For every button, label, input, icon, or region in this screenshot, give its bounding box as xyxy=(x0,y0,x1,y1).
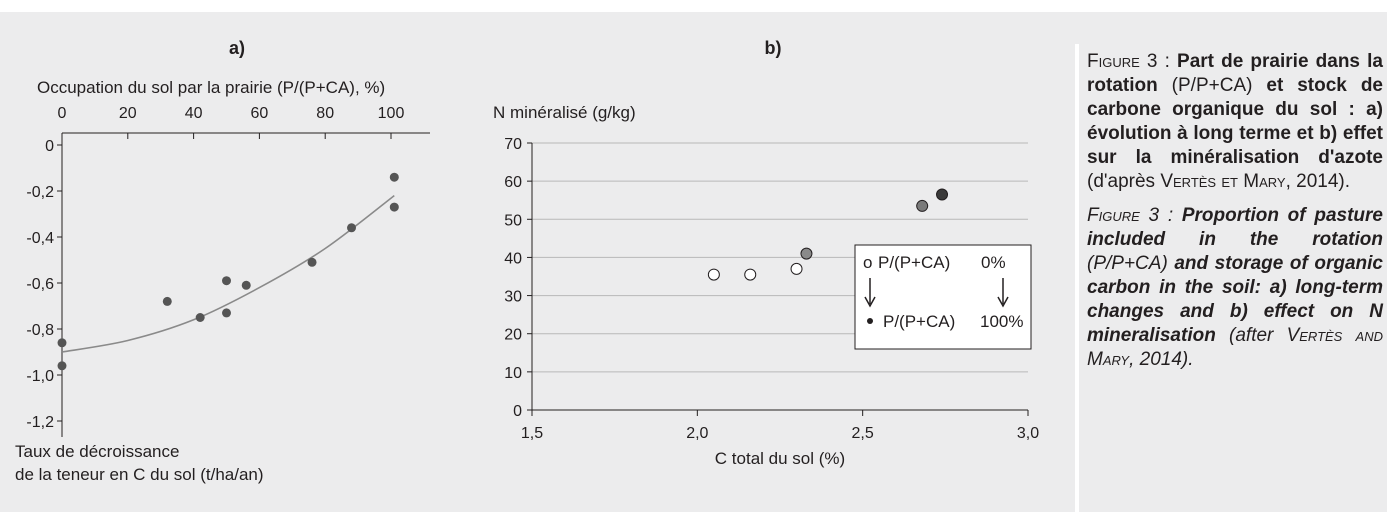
chart-a-y-tick-label: -1,2 xyxy=(26,414,54,431)
chart-a-x-tick-label: 60 xyxy=(251,105,269,122)
caption-fr-bold: Part de prairie dans la rotation xyxy=(1087,51,1383,96)
chart-a-point xyxy=(347,223,357,233)
chart-b-y-tick-label: 60 xyxy=(504,174,522,191)
chart-b-panel-label: b) xyxy=(765,38,782,58)
chart-a-ylabel-line2: de la teneur en C du sol (t/ha/an) xyxy=(15,465,264,484)
chart-b-y-tick-label: 0 xyxy=(513,403,522,420)
chart-a-point xyxy=(195,313,205,322)
chart-b-points xyxy=(707,188,949,281)
chart-a-x-tick-label: 80 xyxy=(316,105,334,122)
caption-en-ref-author: Vertès and Mary xyxy=(1087,325,1384,370)
chart-a-x-tick-label: 40 xyxy=(185,105,203,122)
caption-en-figure: Figure 3 : xyxy=(1087,205,1182,226)
caption-fr-figure: Figure 3 : xyxy=(1087,51,1178,72)
chart-a-ylabel-line1: Taux de décroissance xyxy=(15,442,179,461)
chart-b-x-tick-label: 3,0 xyxy=(1017,425,1039,442)
legend-top-label: P/(P+CA) xyxy=(878,253,950,272)
chart-a-y-ticks: 0 -0,2 -0,4 -0,6 -0,8 -1,0 -1,2 xyxy=(26,138,62,431)
chart-b-x-ticks: 1,5 2,0 2,5 3,0 xyxy=(521,410,1039,442)
chart-b-x-tick-label: 2,0 xyxy=(686,425,708,442)
chart-b-point xyxy=(800,247,813,260)
caption-en-bold: Proportion of pasture included in the ro… xyxy=(1087,205,1383,250)
caption-en-bold2: and storage of organic carbon in the soi… xyxy=(1087,253,1383,346)
figure-caption: Figure 3 : Part de prairie dans la rotat… xyxy=(1075,44,1383,514)
caption-fr-ref-post: , 2014). xyxy=(1285,171,1351,192)
chart-b-x-tick-label: 1,5 xyxy=(521,425,543,442)
caption-en-mid: (P/P+CA) xyxy=(1087,253,1175,274)
figure-panel: a) Occupation du sol par la prairie (P/(… xyxy=(0,12,1387,514)
chart-a-point xyxy=(307,257,317,267)
legend-arrow-right-icon xyxy=(997,278,1009,308)
chart-a-x-ticks: 0 20 40 60 80 100 xyxy=(58,105,405,139)
caption-fr-ref-author: Vertès et Mary xyxy=(1160,171,1286,192)
chart-a-point xyxy=(57,338,67,348)
caption-divider xyxy=(1075,44,1079,514)
chart-b-y-tick-label: 50 xyxy=(504,212,522,229)
legend-bottom-label: P/(P+CA) xyxy=(883,312,955,331)
chart-a-point xyxy=(389,202,399,212)
chart-b-point xyxy=(916,199,929,212)
chart-b-gridlines xyxy=(532,142,1028,373)
chart-a-x-tick-label: 100 xyxy=(378,105,405,122)
chart-a-point xyxy=(222,276,231,286)
legend-top-marker: o xyxy=(863,253,872,272)
chart-a-x-tick-label: 20 xyxy=(119,105,137,122)
chart-a-y-tick-label: -0,8 xyxy=(26,322,54,339)
chart-b-y-tick-label: 70 xyxy=(504,136,522,153)
caption-en-ref-pre: (after xyxy=(1215,325,1287,346)
chart-a-point xyxy=(57,361,67,371)
chart-b-point xyxy=(707,268,720,281)
chart-a-y-tick-label: -0,2 xyxy=(26,184,54,201)
chart-a-panel-label: a) xyxy=(229,38,245,58)
chart-a-point xyxy=(241,280,251,290)
chart-a-point xyxy=(389,172,399,182)
chart-a-point xyxy=(222,308,231,318)
chart-a-point xyxy=(162,296,172,306)
chart-b-y-tick-label: 30 xyxy=(504,289,522,306)
chart-b-point xyxy=(790,262,803,275)
caption-fr-ref-pre: (d'après xyxy=(1087,171,1161,192)
caption-fr-bold2: et stock de carbone organique du sol : a… xyxy=(1087,75,1383,168)
chart-a-y-tick-label: -1,0 xyxy=(26,368,54,385)
legend-bottom-value: 100% xyxy=(980,312,1023,331)
chart-a-y-tick-label: -0,6 xyxy=(26,276,54,293)
figure-charts: a) Occupation du sol par la prairie (P/(… xyxy=(15,38,1039,484)
legend-bottom-marker xyxy=(867,318,873,324)
legend-top-value: 0% xyxy=(981,253,1006,272)
chart-b-point xyxy=(936,188,949,201)
legend-arrow-left-icon xyxy=(864,278,876,308)
chart-a: a) Occupation du sol par la prairie (P/(… xyxy=(15,38,430,484)
chart-b-x-tick-label: 2,5 xyxy=(852,425,874,442)
chart-a-points xyxy=(57,172,399,371)
legend-box xyxy=(854,244,1032,350)
caption-english: Figure 3 : Proportion of pasture include… xyxy=(1087,204,1383,372)
chart-b-legend: o P/(P+CA) 0% P/(P+CA) 100% xyxy=(854,244,1032,350)
chart-b-ylabel: N minéralisé (g/kg) xyxy=(493,103,636,122)
caption-en-ref-post: , 2014). xyxy=(1129,349,1194,370)
chart-a-y-tick-label: -0,4 xyxy=(26,230,54,247)
caption-fr-mid: (P/P+CA) xyxy=(1157,75,1267,96)
chart-b-point xyxy=(744,268,757,281)
chart-b-y-tick-label: 40 xyxy=(504,250,522,267)
chart-a-top-axis-title: Occupation du sol par la prairie (P/(P+C… xyxy=(37,78,385,97)
chart-b: b) N minéralisé (g/kg) 0 10 20 30 40 50 60 70 1… xyxy=(493,38,1039,468)
chart-b-y-ticks: 0 10 20 30 40 50 60 70 xyxy=(504,136,532,420)
chart-a-x-tick-label: 0 xyxy=(58,105,67,122)
chart-b-y-tick-label: 20 xyxy=(504,327,522,344)
chart-a-trend-curve xyxy=(61,194,395,353)
caption-french: Figure 3 : Part de prairie dans la rotat… xyxy=(1087,50,1383,194)
chart-a-y-tick-label: 0 xyxy=(45,138,54,155)
chart-b-xlabel: C total du sol (%) xyxy=(715,449,845,468)
chart-b-y-tick-label: 10 xyxy=(504,365,522,382)
